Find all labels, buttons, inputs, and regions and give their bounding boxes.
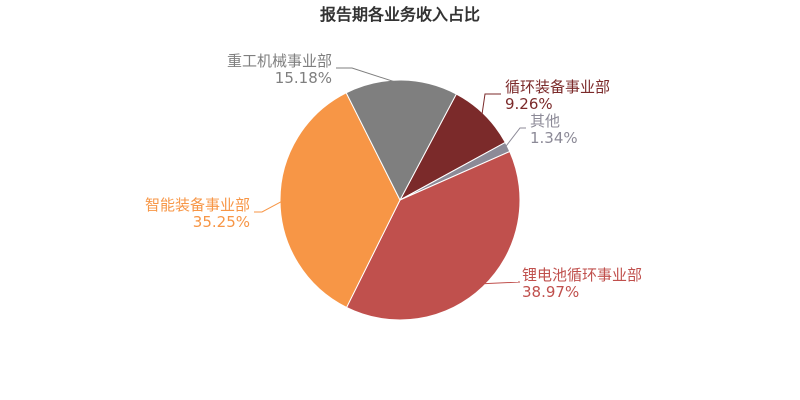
slice-name-label: 智能装备事业部 [145,196,250,214]
slice-name-label: 其他 [530,112,560,130]
slice-name-label: 循环装备事业部 [505,78,610,96]
leader-line [481,93,501,118]
chart-title: 报告期各业务收入占比 [320,5,480,24]
slice-percent-label: 38.97% [522,283,579,301]
slice-percent-label: 9.26% [505,95,553,113]
leader-line [336,67,402,85]
leader-line [503,127,526,149]
pie-slice [279,92,401,309]
leader-line [254,199,285,213]
leader-line [480,281,521,285]
slice-percent-label: 15.18% [275,69,332,87]
slice-name-label: 重工机械事业部 [227,52,332,70]
slice-percent-label: 1.34% [530,129,578,147]
slice-percent-label: 35.25% [193,213,250,231]
pie-slices [279,79,521,321]
slice-name-label: 锂电池循环事业部 [522,266,642,284]
pie-slice [345,79,458,202]
pie-slice [345,150,521,321]
